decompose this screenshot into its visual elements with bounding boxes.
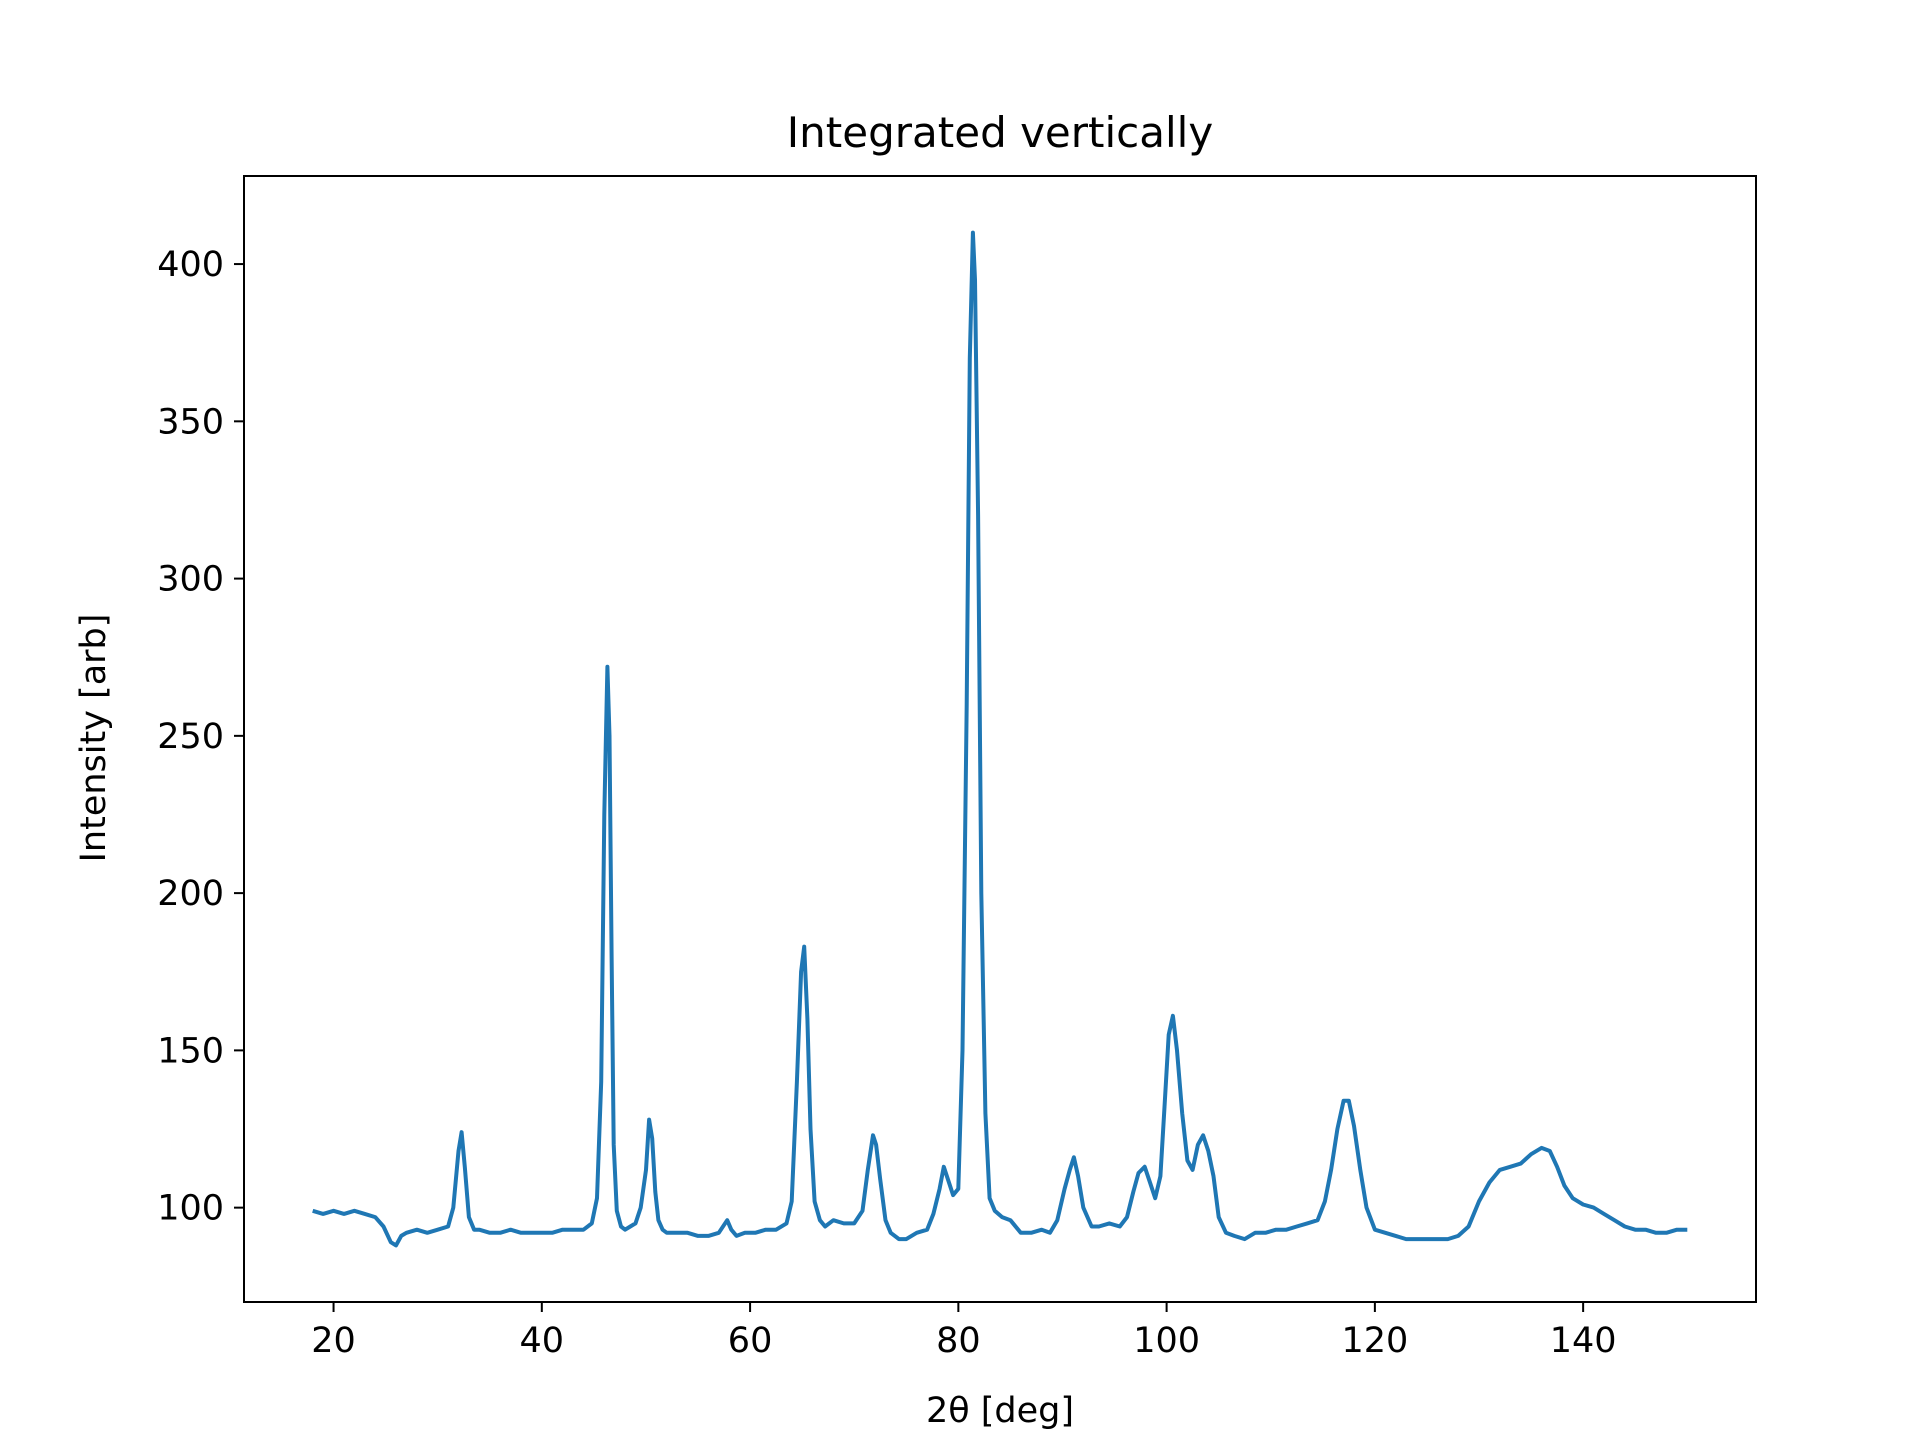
x-axis-label: 2θ [deg] bbox=[926, 1391, 1074, 1431]
x-axis: 20 40 60 80 100 120 140 bbox=[311, 1302, 1617, 1361]
x-tick-label: 40 bbox=[520, 1321, 565, 1361]
y-tick-label: 300 bbox=[157, 560, 224, 600]
x-tick-label: 20 bbox=[311, 1321, 356, 1361]
y-tick-label: 250 bbox=[157, 717, 224, 757]
y-axis: 100 150 200 250 300 350 400 bbox=[157, 245, 244, 1229]
y-tick-label: 400 bbox=[157, 245, 224, 285]
y-tick-label: 150 bbox=[157, 1031, 224, 1071]
series-line-0 bbox=[312, 230, 1688, 1248]
x-tick-label: 140 bbox=[1550, 1321, 1617, 1361]
y-tick-label: 100 bbox=[157, 1189, 224, 1229]
plot-area bbox=[312, 230, 1688, 1248]
x-tick-label: 100 bbox=[1133, 1321, 1200, 1361]
chart-title: Integrated vertically bbox=[787, 108, 1213, 157]
x-tick-label: 60 bbox=[728, 1321, 773, 1361]
x-tick-label: 120 bbox=[1341, 1321, 1408, 1361]
y-axis-label: Intensity [arb] bbox=[74, 614, 114, 863]
axes-frame bbox=[243, 175, 1757, 1303]
x-tick-label: 80 bbox=[936, 1321, 981, 1361]
y-tick-label: 200 bbox=[157, 874, 224, 914]
y-tick-label: 350 bbox=[157, 402, 224, 442]
